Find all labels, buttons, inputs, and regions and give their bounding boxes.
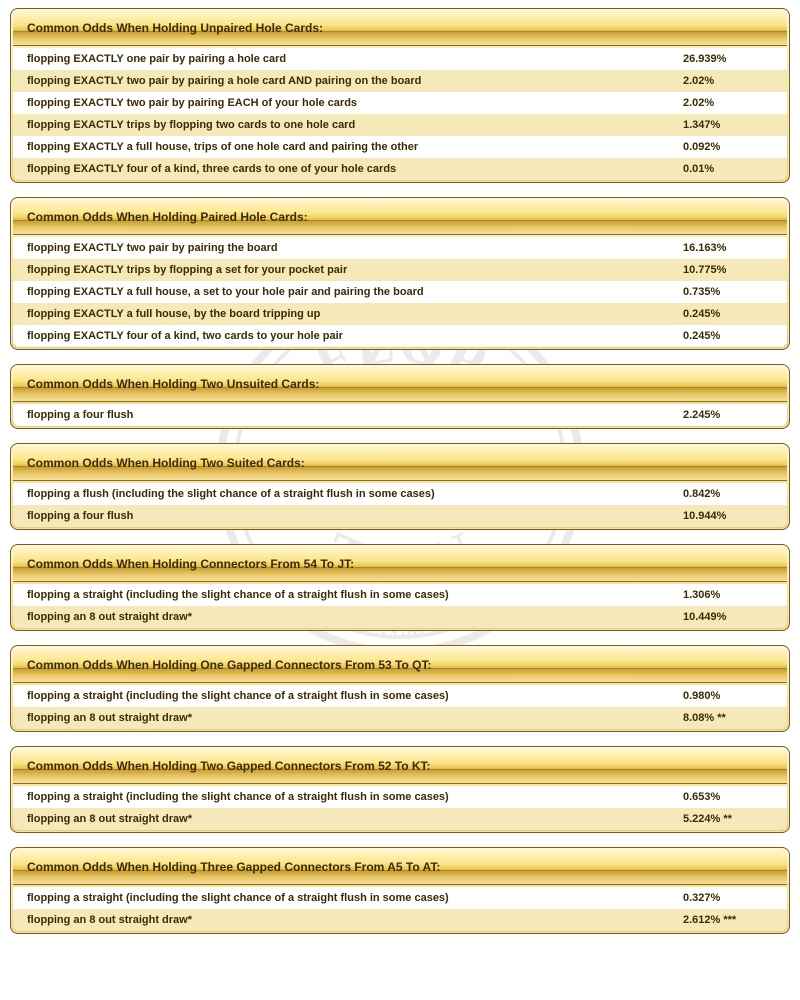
panel-body: flopping a flush (including the slight c… (13, 481, 787, 527)
odds-row: flopping EXACTLY four of a kind, two car… (13, 325, 787, 347)
odds-label: flopping a straight (including the sligh… (27, 791, 683, 803)
odds-label: flopping EXACTLY two pair by pairing EAC… (27, 97, 683, 109)
odds-row: flopping a flush (including the slight c… (13, 483, 787, 505)
panel-header: Common Odds When Holding Unpaired Hole C… (13, 11, 787, 46)
odds-row: flopping an 8 out straight draw*5.224% *… (13, 808, 787, 830)
odds-value: 8.08% ** (683, 712, 773, 724)
odds-panel: Common Odds When Holding Two Suited Card… (10, 443, 790, 530)
panel-header: Common Odds When Holding Two Gapped Conn… (13, 749, 787, 784)
panel-header: Common Odds When Holding Two Unsuited Ca… (13, 367, 787, 402)
odds-value: 0.735% (683, 286, 773, 298)
odds-row: flopping EXACTLY a full house, a set to … (13, 281, 787, 303)
odds-panel: Common Odds When Holding Connectors From… (10, 544, 790, 631)
panel-header: Common Odds When Holding Two Suited Card… (13, 446, 787, 481)
odds-value: 26.939% (683, 53, 773, 65)
odds-value: 10.944% (683, 510, 773, 522)
odds-value: 0.245% (683, 330, 773, 342)
odds-value: 0.980% (683, 690, 773, 702)
odds-row: flopping EXACTLY a full house, by the bo… (13, 303, 787, 325)
odds-value: 10.449% (683, 611, 773, 623)
odds-value: 2.612% *** (683, 914, 773, 926)
panel-body: flopping a straight (including the sligh… (13, 582, 787, 628)
panel-header: Common Odds When Holding Connectors From… (13, 547, 787, 582)
odds-row: flopping a straight (including the sligh… (13, 786, 787, 808)
odds-label: flopping EXACTLY a full house, a set to … (27, 286, 683, 298)
odds-panel: Common Odds When Holding Paired Hole Car… (10, 197, 790, 350)
odds-label: flopping EXACTLY four of a kind, three c… (27, 163, 683, 175)
odds-row: flopping EXACTLY trips by flopping two c… (13, 114, 787, 136)
odds-value: 2.245% (683, 409, 773, 421)
odds-value: 16.163% (683, 242, 773, 254)
odds-row: flopping a straight (including the sligh… (13, 685, 787, 707)
odds-row: flopping EXACTLY one pair by pairing a h… (13, 48, 787, 70)
odds-value: 1.306% (683, 589, 773, 601)
odds-panel: Common Odds When Holding Unpaired Hole C… (10, 8, 790, 183)
odds-label: flopping an 8 out straight draw* (27, 611, 683, 623)
odds-panel: Common Odds When Holding Two Unsuited Ca… (10, 364, 790, 429)
odds-value: 2.02% (683, 97, 773, 109)
odds-label: flopping a four flush (27, 409, 683, 421)
odds-row: flopping a four flush10.944% (13, 505, 787, 527)
panel-header: Common Odds When Holding Paired Hole Car… (13, 200, 787, 235)
odds-value: 10.775% (683, 264, 773, 276)
panel-header: Common Odds When Holding Three Gapped Co… (13, 850, 787, 885)
odds-label: flopping EXACTLY a full house, by the bo… (27, 308, 683, 320)
odds-label: flopping a four flush (27, 510, 683, 522)
panel-body: flopping a straight (including the sligh… (13, 784, 787, 830)
panel-body: flopping a straight (including the sligh… (13, 885, 787, 931)
odds-value: 0.653% (683, 791, 773, 803)
odds-value: 5.224% ** (683, 813, 773, 825)
odds-row: flopping EXACTLY two pair by pairing a h… (13, 70, 787, 92)
odds-value: 0.01% (683, 163, 773, 175)
odds-row: flopping EXACTLY a full house, trips of … (13, 136, 787, 158)
odds-label: flopping EXACTLY two pair by pairing the… (27, 242, 683, 254)
odds-row: flopping a straight (including the sligh… (13, 584, 787, 606)
odds-label: flopping an 8 out straight draw* (27, 813, 683, 825)
odds-row: flopping a four flush2.245% (13, 404, 787, 426)
odds-label: flopping a flush (including the slight c… (27, 488, 683, 500)
odds-row: flopping an 8 out straight draw*2.612% *… (13, 909, 787, 931)
odds-label: flopping a straight (including the sligh… (27, 892, 683, 904)
odds-label: flopping EXACTLY four of a kind, two car… (27, 330, 683, 342)
odds-row: flopping EXACTLY two pair by pairing the… (13, 237, 787, 259)
odds-value: 1.347% (683, 119, 773, 131)
odds-row: flopping a straight (including the sligh… (13, 887, 787, 909)
odds-panel: Common Odds When Holding Two Gapped Conn… (10, 746, 790, 833)
odds-panel: Common Odds When Holding One Gapped Conn… (10, 645, 790, 732)
odds-label: flopping EXACTLY two pair by pairing a h… (27, 75, 683, 87)
odds-row: flopping an 8 out straight draw*8.08% ** (13, 707, 787, 729)
odds-row: flopping EXACTLY trips by flopping a set… (13, 259, 787, 281)
panel-body: flopping EXACTLY two pair by pairing the… (13, 235, 787, 347)
panel-body: flopping EXACTLY one pair by pairing a h… (13, 46, 787, 180)
odds-value: 0.327% (683, 892, 773, 904)
odds-panel: Common Odds When Holding Three Gapped Co… (10, 847, 790, 934)
odds-row: flopping an 8 out straight draw*10.449% (13, 606, 787, 628)
panel-body: flopping a straight (including the sligh… (13, 683, 787, 729)
odds-label: flopping EXACTLY trips by flopping a set… (27, 264, 683, 276)
odds-label: flopping EXACTLY trips by flopping two c… (27, 119, 683, 131)
odds-label: flopping an 8 out straight draw* (27, 914, 683, 926)
odds-value: 0.842% (683, 488, 773, 500)
odds-label: flopping a straight (including the sligh… (27, 690, 683, 702)
odds-value: 0.092% (683, 141, 773, 153)
odds-label: flopping EXACTLY a full house, trips of … (27, 141, 683, 153)
odds-label: flopping an 8 out straight draw* (27, 712, 683, 724)
odds-value: 2.02% (683, 75, 773, 87)
odds-value: 0.245% (683, 308, 773, 320)
odds-label: flopping EXACTLY one pair by pairing a h… (27, 53, 683, 65)
odds-row: flopping EXACTLY four of a kind, three c… (13, 158, 787, 180)
panel-header: Common Odds When Holding One Gapped Conn… (13, 648, 787, 683)
panel-body: flopping a four flush2.245% (13, 402, 787, 426)
odds-row: flopping EXACTLY two pair by pairing EAC… (13, 92, 787, 114)
odds-label: flopping a straight (including the sligh… (27, 589, 683, 601)
